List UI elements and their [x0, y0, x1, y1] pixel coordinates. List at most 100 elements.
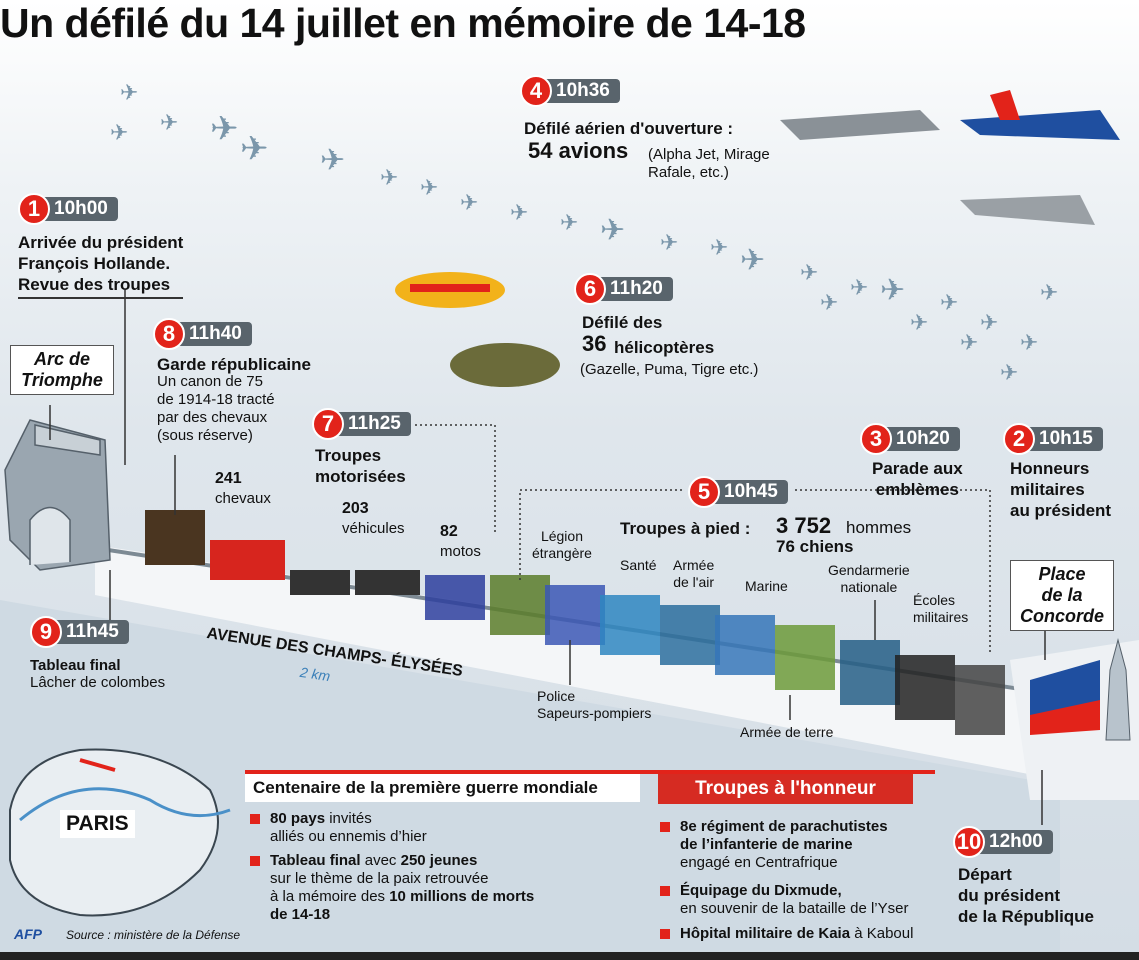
- event-6-detail: (Gazelle, Puma, Tigre etc.): [580, 361, 759, 378]
- svg-text:✈: ✈: [820, 291, 838, 316]
- centenaire-heading: Centenaire de la première guerre mondial…: [245, 774, 640, 802]
- event-badge-9: 9 11h45: [30, 616, 129, 648]
- event-number: 3: [860, 423, 892, 455]
- event-4-count: 54 avions: [528, 138, 629, 163]
- event-time: 10h45: [710, 480, 788, 504]
- event-badge-4: 4 10h36: [520, 75, 620, 107]
- helicopter-illustrations: [395, 272, 560, 387]
- svg-text:✈: ✈: [740, 243, 765, 278]
- paris-map-label: PARIS: [60, 810, 135, 838]
- event-number: 7: [312, 408, 344, 440]
- troop-label-marine: Marine: [745, 578, 788, 594]
- troop-label-ecoles: Écoles militaires: [913, 592, 969, 625]
- event-number: 5: [688, 476, 720, 508]
- troop-label-terre: Armée de terre: [740, 724, 834, 740]
- obelisk-icon: [1105, 638, 1131, 741]
- event-badge-3: 3 10h20: [860, 423, 960, 455]
- event-badge-8: 8 11h40: [153, 318, 252, 350]
- event-time: 11h45: [52, 620, 129, 644]
- horses-count: 241: [215, 470, 242, 487]
- svg-text:✈: ✈: [600, 213, 625, 248]
- event-5-title: Troupes à pied :: [620, 519, 751, 538]
- svg-text:✈: ✈: [850, 276, 868, 301]
- event-number: 2: [1003, 423, 1035, 455]
- svg-text:✈: ✈: [800, 261, 818, 286]
- event-number: 9: [30, 616, 62, 648]
- svg-text:✈: ✈: [1000, 361, 1018, 386]
- event-6-count: 36: [582, 331, 607, 356]
- honneur-heading: Troupes à l'honneur: [658, 774, 913, 804]
- event-4-detail: (Alpha Jet, Mirage Rafale, etc.): [648, 146, 770, 181]
- svg-text:✈: ✈: [910, 311, 928, 336]
- event-6-title: Défilé des: [582, 313, 663, 332]
- troop-label-legion: Légion étrangère: [532, 528, 592, 561]
- leader-lines: [49, 290, 1046, 825]
- vehicles-count: 203: [342, 500, 369, 517]
- svg-text:✈: ✈: [960, 331, 978, 356]
- troop-label-sante: Santé: [620, 557, 657, 573]
- source-note: Source : ministère de la Défense: [66, 928, 241, 942]
- jet-illustrations: [780, 90, 1120, 225]
- event-badge-6: 6 11h20: [574, 273, 673, 305]
- event-4-title: Défilé aérien d'ouverture :: [524, 119, 734, 138]
- honneur-item-3: Hôpital militaire de Kaia à Kaboul: [660, 925, 913, 943]
- troop-label-gendarmerie: Gendarmerie nationale: [828, 562, 910, 595]
- svg-text:✈: ✈: [510, 201, 528, 226]
- concorde-label: Place de la Concorde: [1010, 560, 1114, 631]
- svg-text:✈: ✈: [460, 191, 478, 216]
- event-time: 10h00: [40, 197, 118, 221]
- event-number: 4: [520, 75, 552, 107]
- horses-label: chevaux: [215, 490, 271, 507]
- arc-de-triomphe: [4, 419, 111, 571]
- event-time: 10h15: [1025, 427, 1103, 451]
- svg-text:✈: ✈: [380, 166, 398, 191]
- event-time: 10h20: [882, 427, 960, 451]
- svg-text:✈: ✈: [880, 273, 905, 308]
- vehicles-label: véhicules: [342, 520, 405, 537]
- svg-text:✈: ✈: [240, 129, 269, 169]
- centenaire-item-2: Tableau final avec 250 jeunes sur le thèm…: [250, 852, 534, 924]
- svg-text:✈: ✈: [660, 231, 678, 256]
- svg-text:✈: ✈: [210, 109, 239, 149]
- svg-text:✈: ✈: [980, 311, 998, 336]
- svg-text:✈: ✈: [120, 81, 138, 106]
- honneur-item-1: 8e régiment de parachutistes de l’infante…: [660, 818, 888, 872]
- troop-label-air: Armée de l'air: [673, 557, 715, 590]
- aircraft-formation: ✈✈✈ ✈ ✈ ✈✈ ✈ ✈ ✈ ✈ ✈ ✈ ✈ ✈ ✈✈ ✈ ✈✈ ✈✈✈ ✈✈✈: [110, 81, 1058, 386]
- event-number: 6: [574, 273, 606, 305]
- event-9-title: Tableau final: [30, 657, 121, 674]
- svg-text:✈: ✈: [710, 236, 728, 261]
- event-badge-7: 7 11h25: [312, 408, 411, 440]
- motos-label: motos: [440, 543, 481, 560]
- svg-text:✈: ✈: [1040, 281, 1058, 306]
- event-3-title: Parade aux emblèmes: [872, 459, 963, 499]
- svg-text:✈: ✈: [420, 176, 438, 201]
- troop-label-police: Police Sapeurs-pompiers: [537, 688, 652, 721]
- event-time: 11h20: [596, 277, 673, 301]
- road-surface: [95, 545, 1060, 780]
- event-badge-10: 10 12h00: [953, 826, 1053, 858]
- event-5-count: 3 752: [776, 513, 832, 538]
- event-time: 11h25: [334, 412, 411, 436]
- event-6-unit: hélicoptères: [614, 338, 715, 357]
- event-7-title: Troupes motorisées: [315, 446, 406, 486]
- event-10-title: Départ du président de la République: [958, 865, 1095, 926]
- event-5-dogs: 76 chiens: [776, 537, 854, 556]
- event-5-unit: hommes: [846, 518, 912, 537]
- event-time: 10h36: [542, 79, 620, 103]
- event-badge-2: 2 10h15: [1003, 423, 1103, 455]
- event-9-detail: Lâcher de colombes: [30, 674, 166, 691]
- event-2-title: Honneurs militaires au président: [1010, 459, 1112, 520]
- page-title: Un défilé du 14 juillet en mémoire de 14…: [0, 0, 806, 46]
- afp-logo: AFP: [14, 926, 42, 942]
- event-badge-1: 1 10h00: [18, 193, 118, 225]
- event-8-detail: Un canon de 75 de 1914-18 tracté par des c…: [157, 373, 275, 444]
- event-number: 10: [953, 826, 985, 858]
- event-time: 11h40: [175, 322, 252, 346]
- svg-text:✈: ✈: [110, 121, 128, 146]
- event-number: 8: [153, 318, 185, 350]
- honneur-item-2: Équipage du Dixmude, en souvenir de la ba…: [660, 882, 908, 918]
- svg-text:✈: ✈: [560, 211, 578, 236]
- event-number: 1: [18, 193, 50, 225]
- svg-text:✈: ✈: [940, 291, 958, 316]
